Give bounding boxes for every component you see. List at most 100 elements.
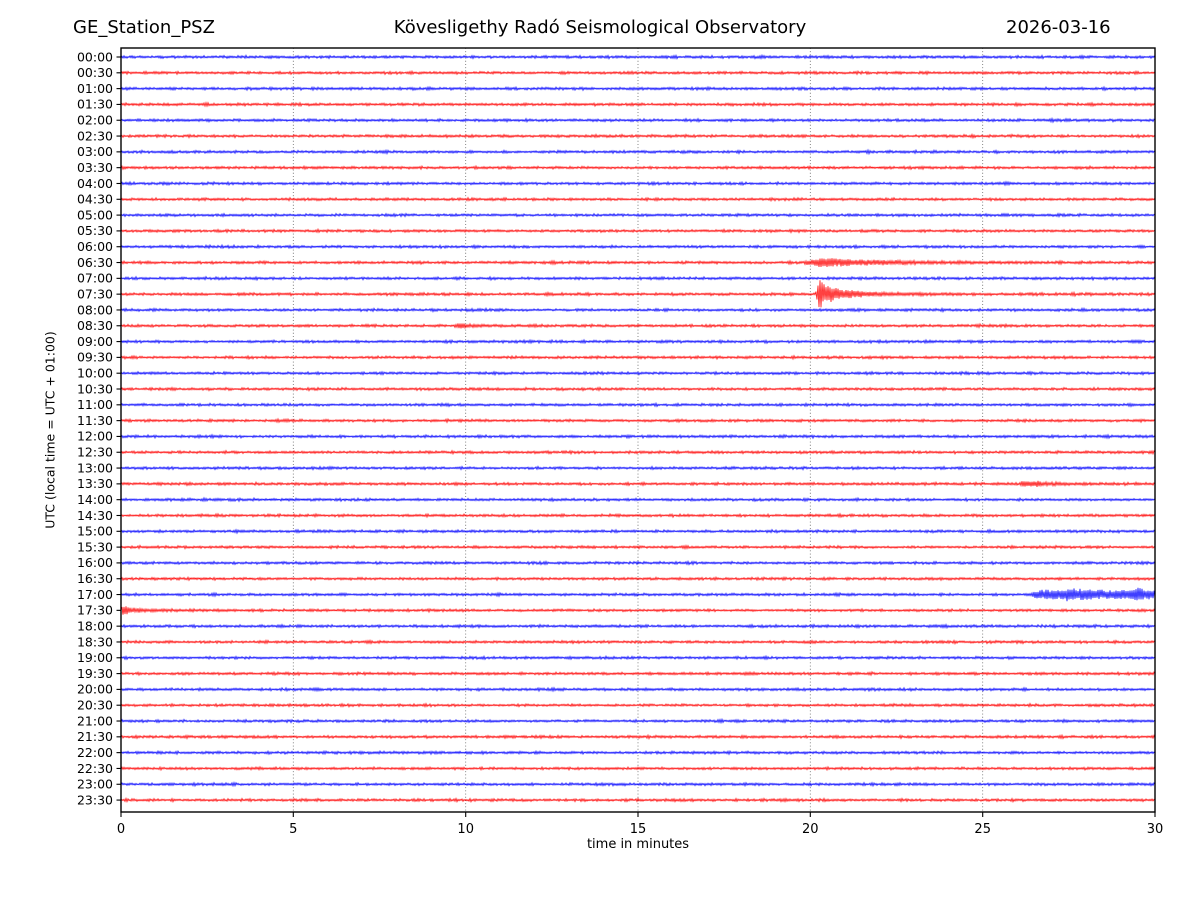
trace-row-0200 [120, 116, 1156, 124]
row-label: 13:30 [77, 476, 113, 491]
trace-row-0530 [120, 227, 1156, 234]
row-label: 11:30 [77, 413, 113, 428]
trace-row-2300 [120, 781, 1156, 788]
x-tick-label: 10 [457, 822, 474, 837]
trace-row-0000 [120, 53, 1156, 60]
trace-row-0230 [120, 133, 1156, 140]
trace-row-2030 [120, 702, 1156, 709]
trace-row-0400 [120, 180, 1156, 187]
row-label: 14:00 [77, 492, 113, 507]
x-tick-label: 25 [974, 822, 991, 837]
row-label: 15:30 [77, 539, 113, 554]
trace-row-0630 [120, 258, 1156, 268]
row-label: 22:30 [77, 761, 113, 776]
date-title: 2026-03-16 [1006, 17, 1111, 38]
trace-row-2130 [120, 733, 1156, 740]
row-label: 22:00 [77, 745, 113, 760]
trace-row-1200 [120, 433, 1156, 440]
trace-row-1130 [120, 417, 1156, 424]
row-label: 10:00 [77, 366, 113, 381]
row-label: 23:30 [77, 792, 113, 807]
row-label: 01:00 [77, 81, 113, 96]
trace-row-0300 [120, 148, 1156, 156]
row-label: 02:30 [77, 128, 113, 143]
trace-row-2200 [120, 749, 1156, 756]
row-label: 16:30 [77, 571, 113, 586]
row-label: 07:00 [77, 271, 113, 286]
trace-row-0330 [120, 164, 1156, 171]
trace-row-0600 [120, 243, 1156, 250]
trace-row-2230 [120, 765, 1156, 772]
trace-row-1630 [120, 575, 1156, 582]
row-label: 06:30 [77, 255, 113, 270]
x-tick-label: 15 [630, 822, 647, 837]
trace-row-2330 [120, 797, 1156, 804]
trace-row-2100 [120, 717, 1156, 725]
trace-row-1830 [120, 639, 1156, 645]
row-label: 05:30 [77, 223, 113, 238]
row-label: 12:30 [77, 445, 113, 460]
row-label: 19:00 [77, 650, 113, 665]
row-label: 21:00 [77, 713, 113, 728]
trace-row-1330 [120, 480, 1156, 488]
row-label: 10:30 [77, 381, 113, 396]
trace-row-0800 [120, 306, 1156, 314]
trace-row-0100 [120, 85, 1156, 92]
row-label: 12:00 [77, 429, 113, 444]
row-label: 05:00 [77, 207, 113, 222]
row-label: 11:00 [77, 397, 113, 412]
trace-row-1700 [120, 587, 1156, 602]
row-label: 08:00 [77, 302, 113, 317]
x-tick-label: 20 [802, 822, 819, 837]
trace-row-1600 [120, 560, 1156, 566]
row-label: 23:00 [77, 777, 113, 792]
row-label: 04:30 [77, 192, 113, 207]
row-label: 18:30 [77, 634, 113, 649]
row-label: 01:30 [77, 97, 113, 112]
row-label: 02:00 [77, 113, 113, 128]
row-label: 20:30 [77, 698, 113, 713]
row-label: 04:00 [77, 176, 113, 191]
row-label: 20:00 [77, 682, 113, 697]
trace-row-1300 [120, 465, 1156, 471]
trace-row-1030 [120, 386, 1156, 392]
row-label: 08:30 [77, 318, 113, 333]
x-axis-label: time in minutes [586, 837, 690, 852]
row-label: 17:00 [77, 587, 113, 602]
row-label: 00:30 [77, 65, 113, 80]
y-axis-label: UTC (local time = UTC + 01:00) [42, 331, 58, 529]
row-label: 03:30 [77, 160, 113, 175]
trace-row-1730 [120, 606, 1156, 615]
trace-row-0900 [120, 338, 1156, 345]
trace-row-1100 [120, 401, 1156, 408]
trace-row-1800 [120, 623, 1156, 630]
row-label: 13:00 [77, 460, 113, 475]
trace-row-1930 [120, 670, 1156, 677]
trace-row-1230 [120, 449, 1156, 456]
row-label: 14:30 [77, 508, 113, 523]
row-label: 19:30 [77, 666, 113, 681]
trace-row-1530 [120, 544, 1156, 551]
trace-row-0130 [120, 101, 1156, 108]
row-label: 17:30 [77, 603, 113, 618]
row-label: 09:00 [77, 334, 113, 349]
observatory-title: Kövesligethy Radó Seismological Observat… [393, 17, 807, 38]
trace-row-1430 [120, 512, 1156, 519]
row-label: 18:00 [77, 618, 113, 633]
station-title: GE_Station_PSZ [73, 17, 215, 38]
trace-row-0500 [120, 212, 1156, 218]
trace-row-2000 [120, 686, 1156, 693]
trace-row-1900 [120, 654, 1156, 661]
trace-row-0700 [120, 275, 1156, 282]
x-tick-label: 0 [117, 822, 125, 837]
trace-row-1500 [120, 528, 1156, 535]
trace-row-1000 [120, 370, 1156, 377]
row-label: 06:00 [77, 239, 113, 254]
row-label: 16:00 [77, 555, 113, 570]
row-label: 15:00 [77, 524, 113, 539]
plot-frame [120, 47, 1156, 813]
x-tick-label: 5 [289, 822, 297, 837]
row-label: 09:30 [77, 350, 113, 365]
